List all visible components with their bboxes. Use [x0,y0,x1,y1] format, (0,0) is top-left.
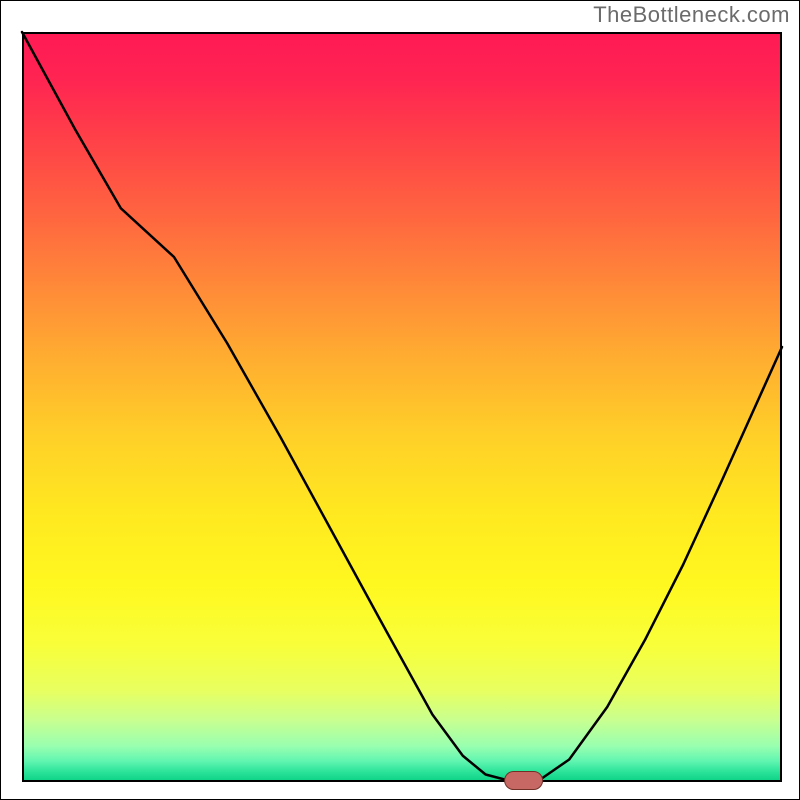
bottleneck-chart: TheBottleneck.com [0,0,800,800]
curve-layer [0,0,800,800]
bottleneck-curve [22,32,782,781]
optimum-marker [505,772,543,790]
